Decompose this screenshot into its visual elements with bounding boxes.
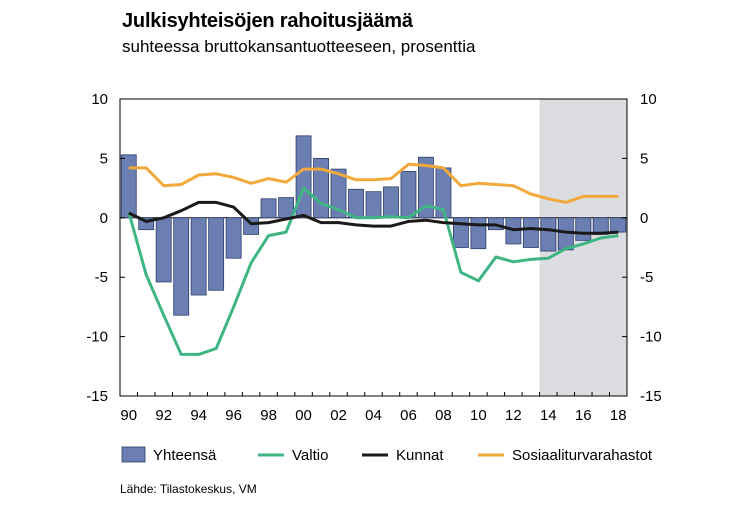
bar-yhteensa-2007 bbox=[418, 156, 434, 219]
x-tick-label: 12 bbox=[505, 407, 522, 424]
bar-yhteensa-2005 bbox=[383, 186, 399, 219]
y-tick-label-left: -5 bbox=[95, 269, 108, 286]
y-tick-label-left: 10 bbox=[91, 91, 108, 108]
x-tick-label: 02 bbox=[330, 407, 347, 424]
bar-yhteensa-2002 bbox=[330, 168, 347, 219]
y-tick-label-right: 0 bbox=[640, 210, 648, 227]
bar-yhteensa-2018 bbox=[610, 217, 627, 233]
y-tick-label-left: -15 bbox=[86, 388, 108, 405]
bar-yhteensa-1998 bbox=[260, 198, 277, 219]
chart-title: Julkisyhteisöjen rahoitusjäämä bbox=[122, 10, 413, 32]
x-tick-label: 04 bbox=[365, 407, 382, 424]
y-tick-label-left: 0 bbox=[100, 210, 108, 227]
y-tick-label-left: -10 bbox=[86, 329, 108, 346]
line-valtio bbox=[127, 186, 619, 356]
legend-swatch-yhteensa bbox=[121, 446, 146, 463]
y-tick-label-right: -10 bbox=[640, 329, 662, 346]
legend-label-sosiaaliturvarahastot: Sosiaaliturvarahastot bbox=[512, 447, 653, 464]
x-tick-label: 92 bbox=[155, 407, 172, 424]
y-tick-label-right: -5 bbox=[640, 269, 653, 286]
bar-yhteensa-2016 bbox=[575, 217, 592, 241]
x-tick-label: 96 bbox=[225, 407, 242, 424]
x-tick-label: 10 bbox=[470, 407, 487, 424]
bar-yhteensa-2003 bbox=[348, 188, 364, 219]
bar-yhteensa-1991 bbox=[138, 217, 155, 231]
bar-yhteensa-1995 bbox=[208, 217, 225, 291]
bar-yhteensa-1994 bbox=[190, 217, 207, 296]
bar-yhteensa-2013 bbox=[522, 217, 539, 248]
y-tick-label-right: -15 bbox=[640, 388, 662, 405]
x-tick-label: 14 bbox=[540, 407, 557, 424]
plot-frame bbox=[119, 98, 628, 397]
bar-yhteensa-2014 bbox=[540, 217, 557, 252]
y-tick-label-right: 10 bbox=[640, 91, 657, 108]
x-tick-label: 06 bbox=[400, 407, 417, 424]
x-tick-label: 94 bbox=[190, 407, 207, 424]
legend-label-yhteensa: Yhteensä bbox=[153, 447, 217, 464]
x-tick-label: 18 bbox=[610, 407, 627, 424]
legend-label-kunnat: Kunnat bbox=[396, 447, 444, 464]
bar-yhteensa-2001 bbox=[313, 157, 329, 219]
legend-label-valtio: Valtio bbox=[292, 447, 328, 464]
line-sosiaaliturvarahastot bbox=[128, 162, 619, 204]
x-tick-label: 16 bbox=[575, 407, 592, 424]
y-tick-label-left: 5 bbox=[100, 150, 108, 167]
bar-yhteensa-1996 bbox=[225, 217, 242, 259]
source-note: Lähde: Tilastokeskus, VM bbox=[120, 482, 257, 496]
bar-yhteensa-2006 bbox=[400, 171, 417, 219]
bar-yhteensa-1999 bbox=[278, 197, 295, 219]
x-tick-label: 08 bbox=[435, 407, 452, 424]
bar-yhteensa-1990 bbox=[120, 154, 137, 219]
bar-yhteensa-1992 bbox=[155, 217, 172, 283]
bar-yhteensa-2004 bbox=[365, 191, 382, 219]
x-tick-label: 00 bbox=[295, 407, 312, 424]
bar-yhteensa-2010 bbox=[470, 217, 487, 250]
bar-yhteensa-1993 bbox=[173, 217, 190, 316]
x-tick-label: 98 bbox=[260, 407, 277, 424]
y-tick-label-right: 5 bbox=[640, 150, 648, 167]
bar-yhteensa-2000 bbox=[295, 135, 312, 219]
line-kunnat bbox=[128, 200, 619, 235]
x-tick-label: 90 bbox=[120, 407, 137, 424]
legend: Yhteensä Valtio Kunnat Sosiaaliturvaraha… bbox=[121, 446, 653, 464]
chart-subtitle: suhteessa bruttokansantuotteeseen, prose… bbox=[122, 37, 476, 56]
